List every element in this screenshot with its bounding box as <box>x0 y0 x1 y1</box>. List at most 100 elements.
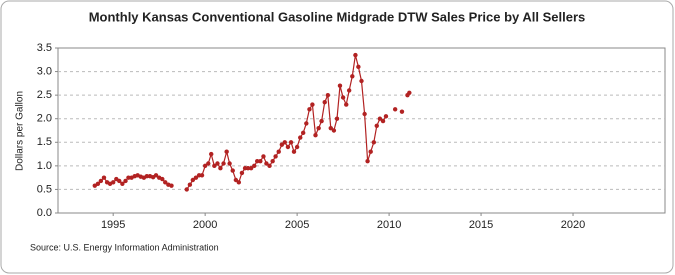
data-point <box>365 158 370 164</box>
data-point <box>101 175 107 180</box>
plot-area <box>57 47 666 214</box>
data-point <box>383 114 389 119</box>
data-point <box>245 166 251 171</box>
data-point <box>199 173 205 178</box>
x-tick-label: 2005 <box>285 219 309 231</box>
data-point <box>221 161 226 166</box>
data-point <box>209 151 214 157</box>
data-point <box>346 88 352 93</box>
data-point <box>304 121 309 126</box>
data-point <box>294 144 300 150</box>
data-point <box>202 163 208 169</box>
x-tick-label: 1995 <box>101 219 125 231</box>
y-tick-label: 3.0 <box>37 65 52 77</box>
data-point <box>307 107 312 112</box>
data-point <box>319 118 324 124</box>
data-point <box>380 118 386 124</box>
data-point <box>282 140 287 145</box>
y-tick-label: 0.5 <box>37 183 52 195</box>
data-point <box>215 161 220 166</box>
data-point <box>285 144 291 150</box>
data-point <box>291 149 297 154</box>
data-point <box>377 116 383 121</box>
data-point <box>120 181 125 186</box>
y-axis-label: Dollars per Gallon <box>15 91 26 171</box>
x-tick-label: 2010 <box>377 219 401 231</box>
data-point <box>255 158 260 164</box>
data-point <box>407 90 412 95</box>
data-point <box>356 64 361 70</box>
y-tick-label: 1.5 <box>37 136 52 148</box>
data-point <box>212 163 217 169</box>
y-tick-label: 2.0 <box>37 113 52 125</box>
data-point <box>153 173 159 178</box>
data-point <box>298 135 303 140</box>
data-point <box>218 166 223 171</box>
data-point <box>368 149 373 154</box>
data-point <box>224 149 229 154</box>
data-point <box>313 133 318 138</box>
data-point <box>206 161 211 166</box>
data-point <box>193 175 199 180</box>
data-point <box>98 178 104 184</box>
y-tick-label: 0.0 <box>37 207 52 219</box>
data-point <box>239 170 245 176</box>
data-point <box>248 166 254 171</box>
data-point <box>340 95 346 100</box>
data-point <box>236 180 242 185</box>
chart-title: Monthly Kansas Conventional Gasoline Mid… <box>89 9 586 24</box>
data-point <box>325 92 331 98</box>
data-point <box>230 168 235 173</box>
data-point <box>374 123 379 128</box>
data-point <box>392 107 398 112</box>
data-point <box>279 142 285 147</box>
y-tick-label: 2.5 <box>37 89 52 101</box>
data-point <box>190 177 196 183</box>
data-point <box>337 83 343 88</box>
y-tick-label: 3.5 <box>37 42 52 54</box>
data-point <box>252 163 257 169</box>
data-point <box>187 182 193 187</box>
data-point <box>362 111 367 117</box>
data-point <box>328 125 333 131</box>
data-point <box>264 161 269 166</box>
data-point <box>233 177 239 183</box>
data-point <box>144 174 150 179</box>
data-point <box>267 163 272 169</box>
source-note: Source: U.S. Energy Information Administ… <box>30 242 219 252</box>
data-point <box>95 181 101 186</box>
data-point <box>123 178 128 184</box>
data-point <box>227 161 232 166</box>
data-point <box>353 52 358 58</box>
data-point <box>117 178 122 184</box>
x-tick-label: 2000 <box>193 219 217 231</box>
data-point <box>316 125 321 131</box>
data-point <box>169 183 174 188</box>
data-point <box>261 154 266 159</box>
data-point <box>399 109 405 114</box>
data-point <box>184 187 189 192</box>
data-point <box>300 130 306 136</box>
data-point <box>371 140 377 145</box>
data-point <box>288 140 294 145</box>
data-point <box>273 154 278 159</box>
data-point <box>310 102 315 107</box>
data-point <box>331 128 337 133</box>
data-point <box>270 158 275 164</box>
data-point <box>126 175 131 180</box>
data-point <box>350 74 355 79</box>
data-point <box>110 180 116 185</box>
data-point <box>160 176 165 182</box>
x-tick-label: 2015 <box>469 219 493 231</box>
y-tick-label: 1.0 <box>37 160 52 172</box>
data-point <box>322 100 327 105</box>
data-point <box>334 116 340 121</box>
data-point <box>359 78 364 84</box>
x-tick-label: 2020 <box>561 219 585 231</box>
data-point <box>344 102 349 107</box>
data-point <box>276 149 281 154</box>
data-point <box>258 158 263 164</box>
